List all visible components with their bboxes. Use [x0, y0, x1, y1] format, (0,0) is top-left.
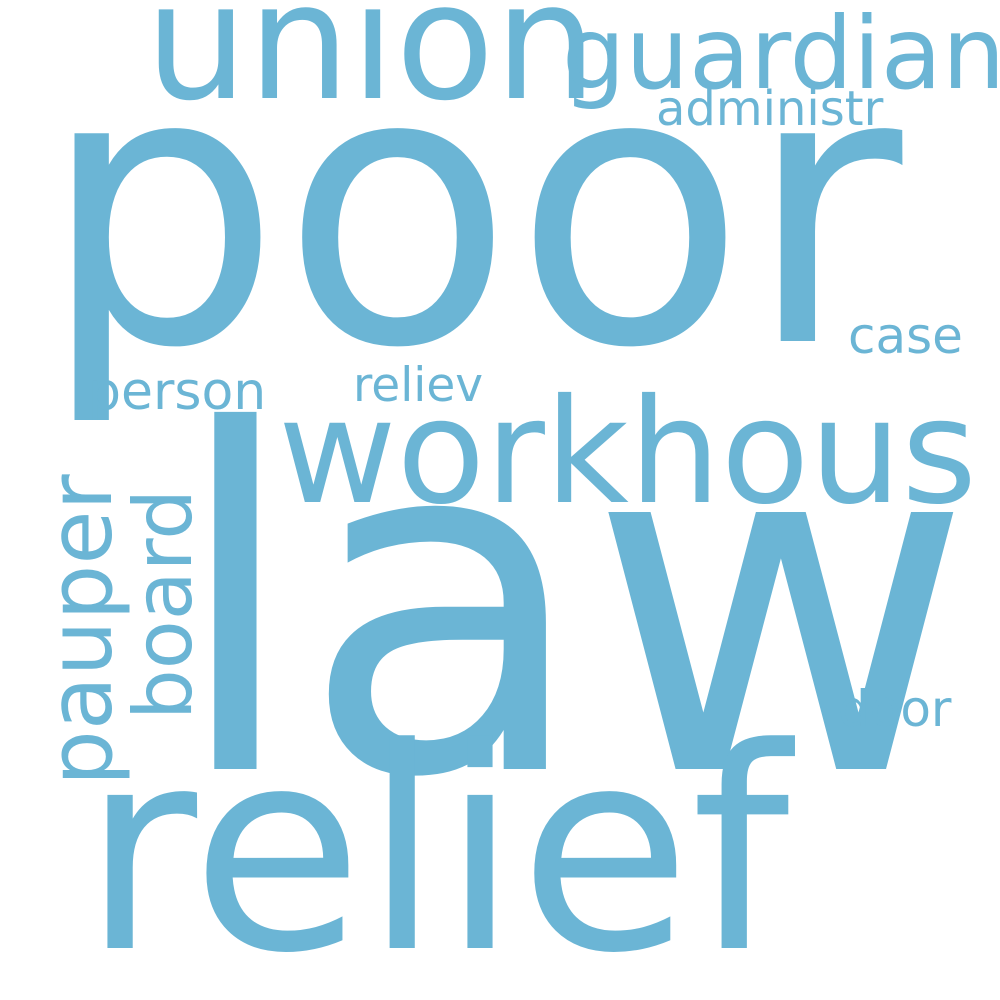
word-pauper: pauper	[29, 474, 132, 786]
word-law: law	[170, 333, 973, 880]
word-administr: administr	[656, 81, 884, 137]
word-door: door	[838, 680, 952, 738]
word-case: case	[848, 307, 963, 365]
word-guardian: guardian	[562, 0, 1000, 112]
word-union: union	[145, 0, 598, 137]
word-person: person	[88, 362, 267, 422]
word-relief: relief	[82, 689, 790, 1000]
word-board: board	[117, 488, 210, 720]
word-reliev: reliev	[353, 358, 484, 413]
word-workhous: workhous	[278, 368, 977, 537]
word-poor: poor	[40, 0, 903, 431]
